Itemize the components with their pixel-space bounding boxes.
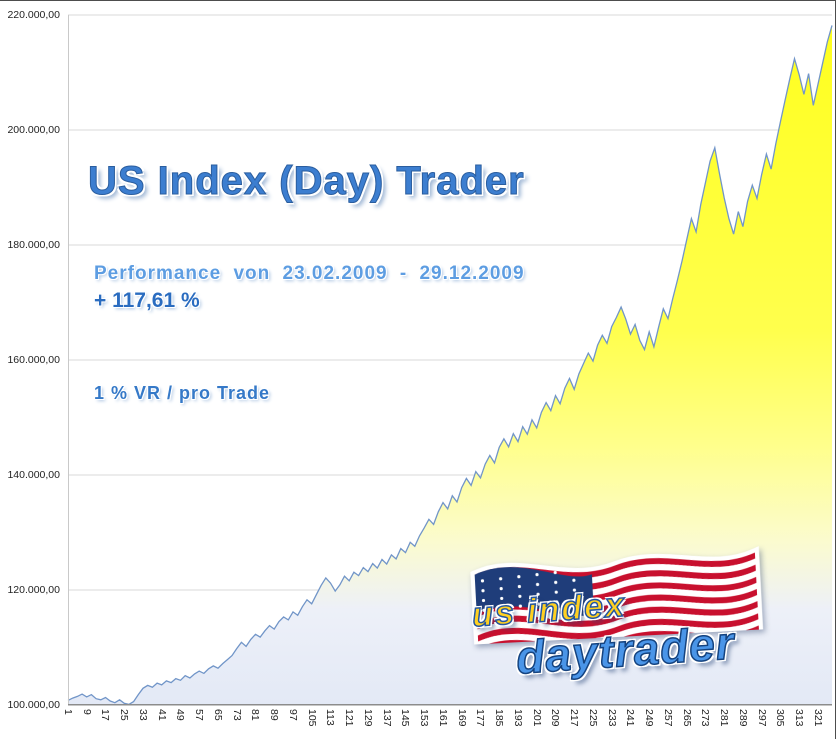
y-tick-label: 220.000,00 — [7, 9, 60, 21]
flag-star — [571, 568, 575, 573]
x-tick-label: 113 — [324, 709, 337, 726]
x-tick-label: 281 — [718, 709, 731, 727]
x-tick-label: 81 — [249, 709, 262, 721]
x-tick-label: 73 — [230, 709, 243, 721]
x-tick-label: 57 — [193, 709, 206, 721]
gain-annotation: + 117,61 % — [94, 289, 200, 312]
x-tick-label: 161 — [436, 709, 449, 727]
flag-star — [500, 596, 504, 601]
flag-star — [481, 598, 486, 603]
x-tick-label: 265 — [680, 709, 693, 727]
x-tick-label: 9 — [80, 709, 93, 715]
x-tick-label: 217 — [568, 709, 581, 727]
flag-star — [481, 589, 485, 593]
x-tick-label: 129 — [361, 709, 374, 727]
performance-annotation: Performance von 23.02.2009 - 29.12.2009 — [94, 263, 525, 284]
y-tick-label: 200.000,00 — [7, 124, 60, 136]
flag-stripe — [478, 619, 759, 645]
flag-star — [554, 590, 558, 594]
x-tick-label: 25 — [118, 709, 131, 721]
flag-stripe — [477, 601, 758, 630]
x-tick-label: 305 — [774, 709, 787, 727]
risk-annotation: 1 % VR / pro Trade — [94, 383, 271, 403]
x-tick-label: 313 — [793, 709, 806, 727]
x-tick-label: 33 — [136, 709, 149, 721]
flag-star — [572, 588, 577, 592]
x-tick-label: 105 — [305, 709, 318, 727]
equity-area — [68, 25, 832, 705]
x-tick-label: 49 — [174, 709, 187, 721]
x-tick-label: 65 — [211, 709, 224, 721]
equity-line — [67, 25, 833, 706]
x-tick-label: 257 — [661, 709, 674, 727]
flag-stripe — [477, 607, 759, 636]
flag-star — [518, 604, 522, 608]
x-tick-label: 41 — [155, 709, 168, 721]
y-tick-label: 100.000,00 — [7, 699, 60, 711]
brand-logo: us index daytrader — [458, 537, 778, 697]
flag-star — [572, 578, 576, 582]
x-tick-label: 17 — [99, 709, 112, 721]
y-tick-label: 120.000,00 — [7, 584, 60, 596]
x-tick-label: 97 — [286, 709, 299, 721]
flag-star — [573, 598, 577, 602]
flag-star — [535, 582, 540, 587]
y-axis: 220.000,00 200.000,00 180.000,00 160.000,00… — [0, 9, 64, 711]
plot-area-svg — [67, 14, 833, 706]
x-tick-label: 273 — [699, 709, 712, 727]
y-tick-label: 180.000,00 — [7, 239, 60, 251]
x-tick-label: 249 — [643, 709, 656, 727]
x-tick-label: 201 — [530, 709, 543, 727]
flag-star — [480, 579, 485, 583]
flag-star — [499, 587, 503, 591]
x-tick-label: 233 — [605, 709, 618, 727]
chart-title: US Index (Day) Trader — [88, 159, 525, 204]
flag-star — [517, 575, 521, 579]
flag-star — [536, 602, 541, 606]
x-tick-label: 209 — [549, 709, 562, 727]
x-tick-label: 297 — [755, 709, 768, 727]
x-tick-label: 225 — [586, 709, 599, 727]
flag-star — [535, 573, 539, 577]
x-tick-label: 121 — [343, 709, 356, 727]
x-tick-label: 321 — [811, 709, 824, 727]
flag-star — [517, 584, 521, 589]
flag-canton — [474, 567, 594, 616]
flag-star — [554, 580, 558, 584]
x-tick-label: 169 — [455, 709, 468, 727]
flag-stripe — [477, 613, 759, 642]
flag-star — [518, 594, 522, 598]
flag-star — [500, 606, 504, 610]
x-tick-label: 153 — [418, 709, 431, 727]
flag-star — [536, 592, 540, 596]
y-tick-label: 140.000,00 — [7, 469, 60, 481]
x-tick-label: 177 — [474, 709, 487, 727]
x-tick-label: 137 — [380, 709, 393, 727]
x-tick-label: 289 — [736, 709, 749, 727]
flag-star — [482, 608, 486, 612]
flag-star — [499, 577, 503, 581]
x-tick-label: 89 — [268, 709, 281, 721]
x-tick-label: 241 — [624, 709, 637, 727]
flag-star — [555, 600, 559, 604]
x-axis: 1 9 17 25 33 41 49 57 65 73 81 89 97 105 113 121 129 137 1… — [62, 707, 835, 739]
y-tick-label: 160.000,00 — [7, 354, 60, 366]
x-tick-label: 1 — [62, 709, 74, 715]
x-tick-label: 145 — [399, 709, 412, 727]
flag-stripe — [476, 595, 758, 624]
plot-area — [67, 14, 833, 706]
x-tick-label: 193 — [511, 709, 524, 727]
x-tick-label: 185 — [493, 709, 506, 727]
flag-star — [553, 570, 557, 575]
